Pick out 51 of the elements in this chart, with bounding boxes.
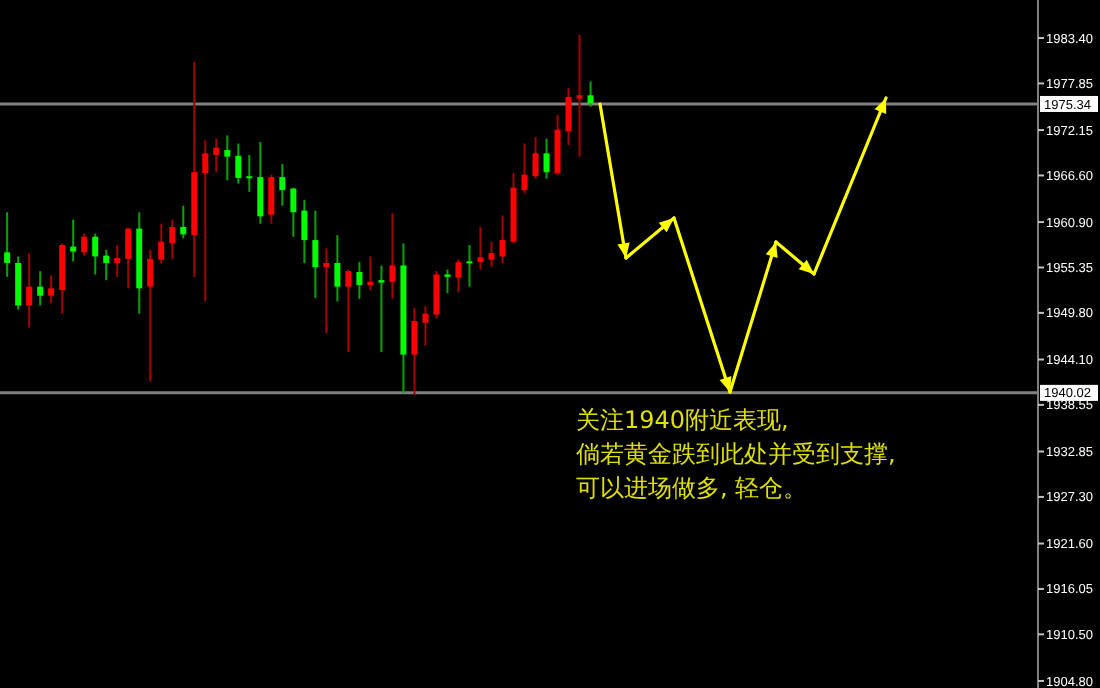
candlestick bbox=[246, 154, 253, 193]
candlestick bbox=[92, 232, 99, 276]
candlestick bbox=[4, 211, 11, 278]
candlestick bbox=[477, 225, 484, 271]
candlestick bbox=[499, 214, 506, 264]
candlestick bbox=[26, 252, 33, 329]
annotation: 关注1940附近表现, 倘若黄金跌到此处并受到支撑, 可以进场做多, 轻仓。 bbox=[576, 406, 896, 502]
candlestick bbox=[554, 113, 561, 176]
candlestick bbox=[257, 140, 264, 225]
candlestick bbox=[48, 274, 55, 305]
candlestick bbox=[103, 248, 110, 282]
candlestick bbox=[70, 218, 77, 263]
candlestick bbox=[433, 270, 440, 320]
candlestick bbox=[279, 163, 286, 207]
candlestick bbox=[422, 305, 429, 347]
candlestick bbox=[158, 222, 165, 264]
candlestick bbox=[466, 243, 473, 288]
candlestick bbox=[378, 264, 385, 354]
candlestick bbox=[543, 137, 550, 180]
candlestick bbox=[345, 268, 352, 354]
candlestick bbox=[213, 137, 220, 174]
candlestick bbox=[455, 258, 462, 294]
candlestick bbox=[169, 218, 176, 260]
candlestick bbox=[235, 142, 242, 185]
candlestick bbox=[268, 173, 275, 225]
candlestick bbox=[180, 204, 187, 240]
candlestick bbox=[312, 209, 319, 300]
candlestick bbox=[565, 86, 572, 147]
candlestick bbox=[532, 136, 539, 180]
candlestick bbox=[59, 242, 66, 315]
candlestick bbox=[356, 261, 363, 300]
candlestick bbox=[587, 80, 594, 108]
candlestick bbox=[290, 186, 297, 238]
candlestick bbox=[125, 226, 132, 290]
candlestick bbox=[15, 255, 22, 311]
candlestick bbox=[576, 33, 583, 158]
candlestick bbox=[488, 240, 495, 269]
candlestick bbox=[323, 247, 330, 335]
candlestick bbox=[444, 268, 451, 295]
candlestick bbox=[389, 212, 396, 300]
candlestick bbox=[81, 232, 88, 257]
candlestick bbox=[114, 243, 121, 278]
candlestick bbox=[37, 270, 44, 307]
candlestick bbox=[301, 199, 308, 264]
candlestick bbox=[411, 306, 418, 396]
candlestick bbox=[521, 142, 528, 195]
candlestick bbox=[202, 139, 209, 303]
candlestick bbox=[334, 234, 341, 303]
candlestick bbox=[224, 134, 231, 182]
candlestick bbox=[367, 255, 374, 291]
candlestick bbox=[147, 248, 154, 383]
